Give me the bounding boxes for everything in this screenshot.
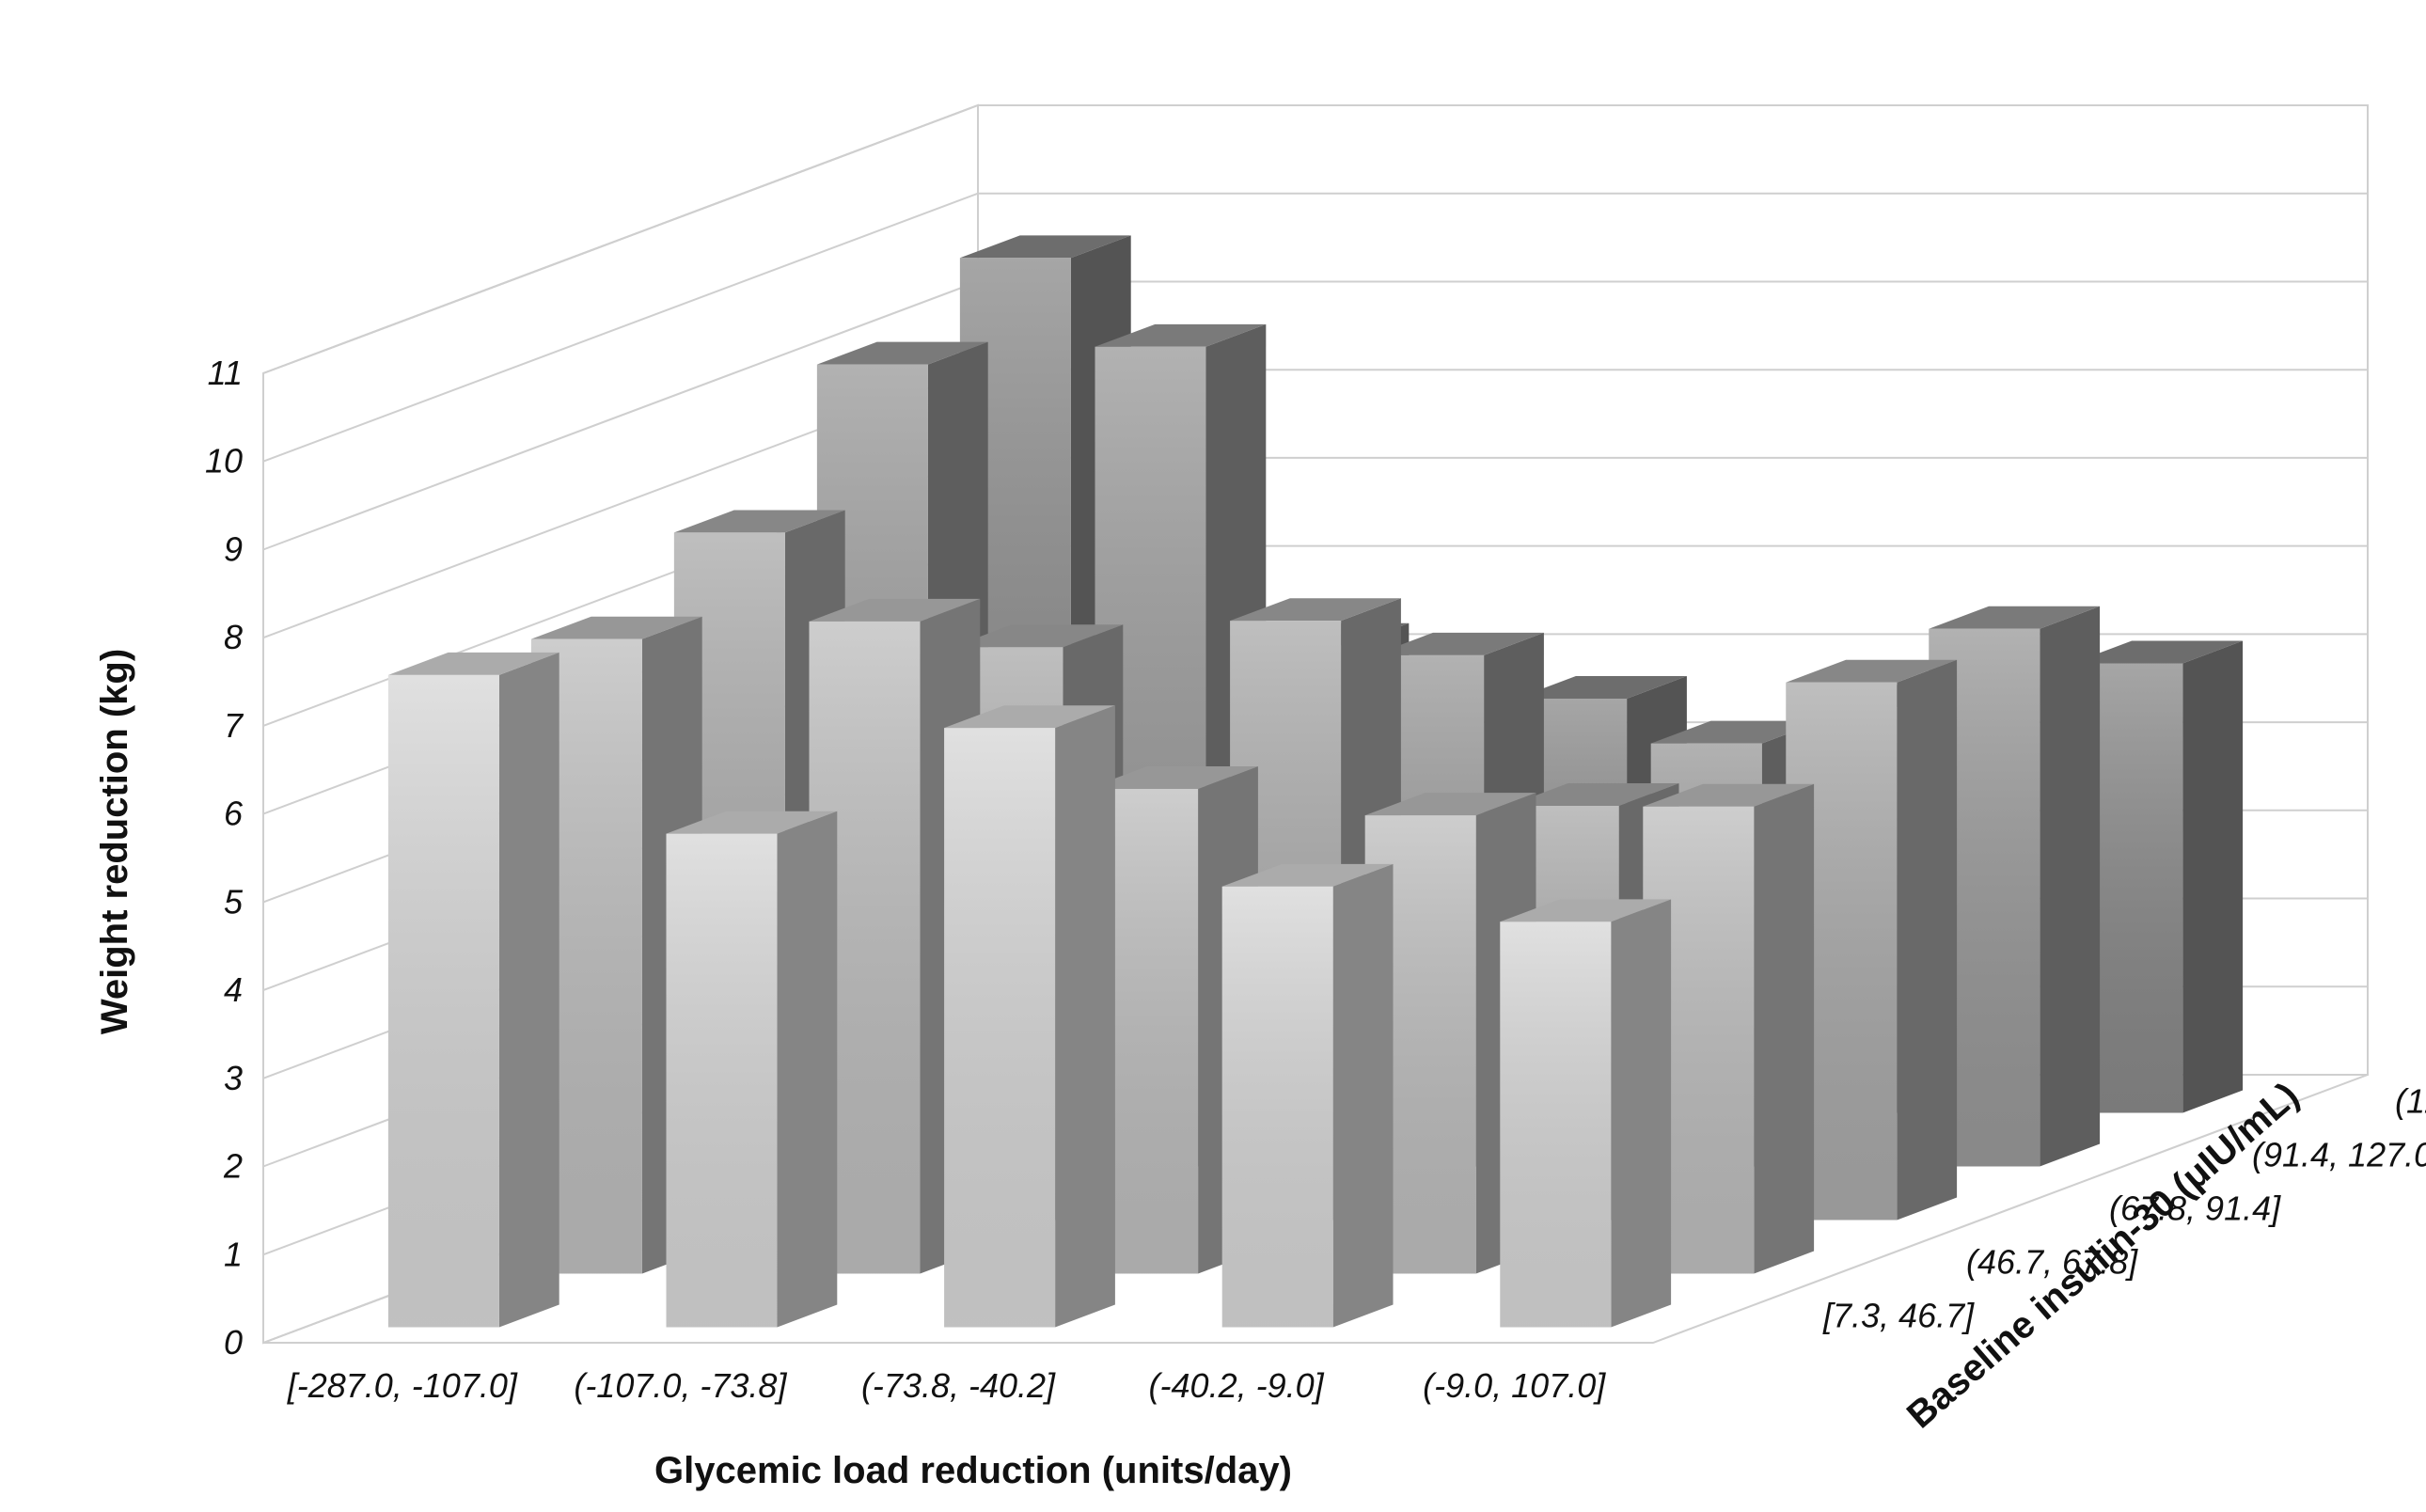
y-tick-label: 0 [224,1323,243,1362]
bar-top [1095,323,1267,347]
bar-top [959,235,1131,259]
bar-top [816,341,988,365]
y-tick-label: 4 [224,970,243,1009]
y-tick-label: 3 [224,1059,243,1097]
x-tick-label: (-73.8, -40.2] [861,1366,1056,1405]
y-tick-labels: 0 1 2 3 4 5 6 7 8 9 10 11 [205,354,244,1362]
bar-front-shading [944,728,1056,1328]
bar-top [530,616,702,639]
bar-side [1897,659,1958,1221]
bars [387,235,2244,1328]
bar-top [1373,632,1544,655]
bar-top [1500,899,1672,922]
gridline [262,104,2368,374]
series-tick-labels: [7.3, 46.7] (46.7, 67.8] (67.8, 91.4] (91.4… [1822,1082,2426,1335]
bar-side [2182,640,2244,1113]
bar-top [1507,783,1679,806]
bar-top [2072,640,2244,664]
bar-top [1364,793,1536,816]
gridline [262,192,2368,463]
bar-front-shading [666,833,778,1328]
bar-side [1611,899,1672,1328]
bar [387,652,559,1328]
bar [666,811,838,1328]
bar-side [1754,783,1815,1274]
x-tick-labels: [-287.0, -107.0] (-107.0, -73.8] (-73.8, -… [287,1366,1607,1405]
y-tick-label: 8 [224,618,243,656]
bar-top [387,652,559,675]
y-tick-label: 7 [224,706,244,745]
bar-top [1230,598,1401,622]
bar-front-shading [1500,921,1612,1328]
y-axis-title: Weight reduction (kg) [94,649,135,1034]
y-tick-label: 6 [224,795,244,833]
bar-top [1643,783,1815,807]
x-axis-title: Glycemic load reduction (units/day) [654,1450,1292,1491]
x-tick-label: (-107.0, -73.8] [574,1366,787,1405]
bar-top [952,624,1124,648]
y-tick-label: 5 [224,882,244,921]
bar-top [1929,606,2101,629]
bar [944,705,1115,1328]
bar-top [673,510,845,533]
y-tick-label: 1 [224,1235,243,1273]
series-tick-label: (46.7, 67.8] [1966,1243,2138,1282]
bar [1500,899,1672,1328]
bar [1221,863,1394,1328]
bar-top [809,598,981,622]
bar-top [1221,863,1394,887]
bar-top [1087,766,1258,789]
series-tick-label: (67.8, 91.4] [2109,1189,2281,1228]
series-tick-label: (91.4, 127.0] [2252,1136,2426,1174]
bar-front-shading [387,674,499,1328]
y-tick-label: 10 [205,442,243,480]
bar-side [1332,863,1394,1328]
y-tick-label: 2 [223,1147,243,1186]
bar-side [2040,606,2101,1167]
series-tick-label: [7.3, 46.7] [1822,1297,1975,1335]
y-tick-label: 11 [208,354,243,392]
bar-top [1516,676,1687,699]
bar-top [666,811,838,834]
bar-front-shading [1221,886,1333,1328]
bar-side [498,652,559,1328]
series-tick-label: (127.0, 562.0] [2395,1082,2426,1121]
bar-side [777,811,838,1328]
bar-top [1786,659,1958,683]
x-tick-label: (-9.0, 107.0] [1423,1366,1606,1405]
bar-top [944,705,1115,729]
x-tick-label: (-40.2, -9.0] [1149,1366,1325,1405]
bar-top [1650,720,1822,744]
y-tick-label: 9 [224,530,243,569]
bar-side [1055,705,1115,1328]
x-tick-label: [-287.0, -107.0] [287,1366,518,1405]
